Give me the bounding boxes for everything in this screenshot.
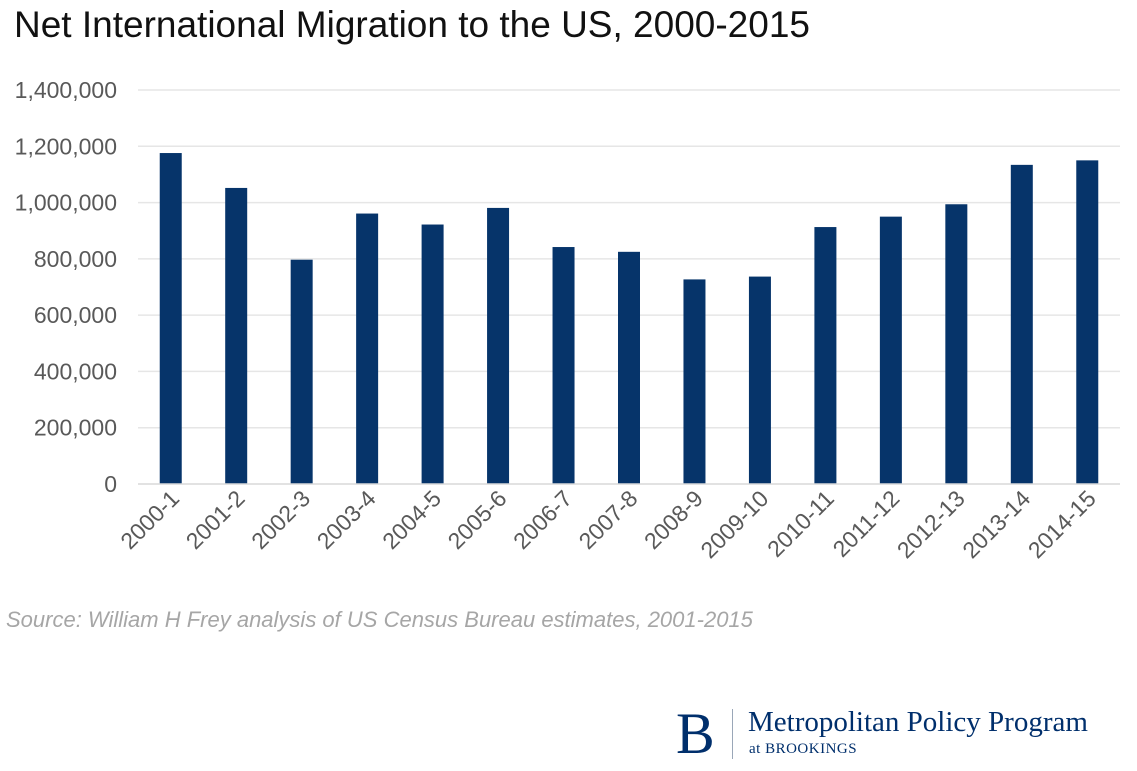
source-note: Source: William H Frey analysis of US Ce… [6,607,753,632]
logo-subtitle: at BROOKINGS [749,741,858,757]
logo-letter: B [676,701,715,766]
bar-chart: 0 200,000 400,000 600,000 800,000 1,000,000 1,… [15,77,1120,563]
y-tick-label: 600,000 [34,302,117,328]
bar [814,227,837,484]
bar [421,224,444,484]
y-tick-label: 1,000,000 [15,190,117,216]
y-tick-label: 200,000 [34,415,117,441]
bar [945,204,968,484]
logo-program-name: Metropolitan Policy Program [748,706,1088,738]
brookings-logo: B Metropolitan Policy Program at BROOKIN… [676,703,1136,765]
x-tick-label: 2001-2 [181,485,250,554]
logo-divider [732,709,733,759]
y-tick-label: 400,000 [34,358,117,384]
x-tick-label: 2013-14 [957,485,1035,563]
x-tick-label: 2010-11 [762,485,839,562]
bar [1076,160,1099,484]
bar [225,187,248,485]
x-tick-label: 2009-10 [695,485,773,563]
x-tick-label: 2012-13 [892,485,970,563]
bar [1010,164,1033,485]
bar [290,259,313,484]
bar [552,247,575,484]
chart-title: Net International Migration to the US, 2… [14,4,810,45]
x-tick-label: 2003-4 [312,485,381,554]
bar [879,216,902,484]
bar [683,279,706,484]
x-tick-label: 2011-12 [828,485,905,562]
x-tick-label: 2000-1 [115,485,184,554]
bar [487,207,510,484]
x-tick-label: 2006-7 [508,485,577,554]
x-tick-label: 2002-3 [246,485,315,554]
y-tick-label: 1,200,000 [15,133,117,159]
bar [618,251,640,484]
x-tick-label: 2004-5 [377,485,446,554]
bar [356,213,379,484]
bar [748,276,771,484]
x-tick-label: 2007-8 [574,485,643,554]
bar [159,153,182,485]
x-tick-label: 2014-15 [1023,485,1101,563]
x-tick-label: 2005-6 [443,485,512,554]
y-tick-label: 1,400,000 [15,77,117,103]
y-tick-label: 0 [104,471,117,497]
y-tick-label: 800,000 [34,246,117,272]
